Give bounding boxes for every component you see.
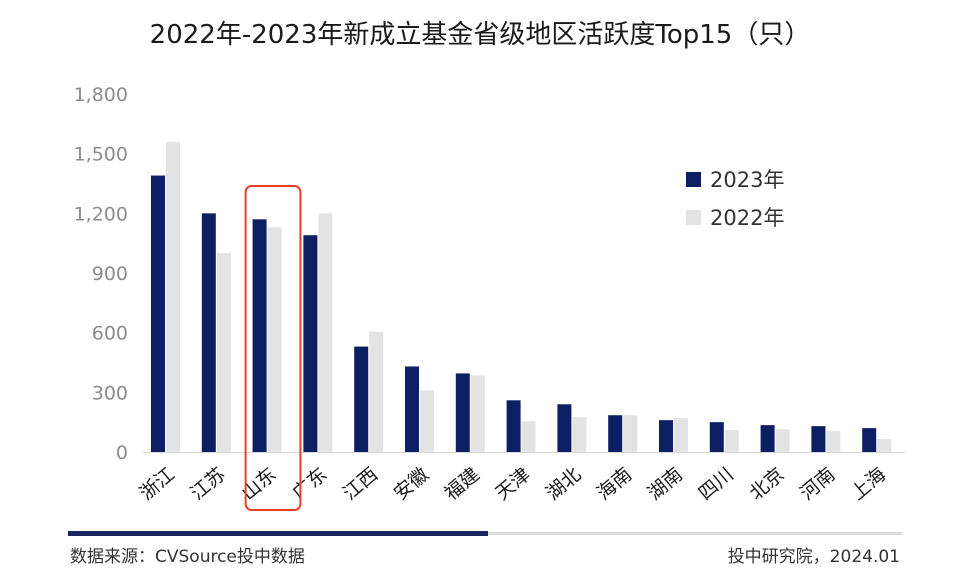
bar-2023 [608, 415, 623, 452]
y-tick-label: 300 [92, 382, 128, 404]
bar-2022 [724, 430, 739, 452]
x-axis: 浙江 江苏 山东 广东 江西 安徽 福建 天津 湖北 海南 湖南 四川 北京 河南 上海 [136, 452, 905, 505]
bar-2023 [557, 404, 572, 452]
bar-2023 [659, 420, 673, 452]
x-category-label: 天津 [491, 463, 534, 504]
x-category-label: 上海 [847, 463, 890, 504]
y-tick-label: 1,500 [74, 144, 128, 166]
highlight-rect [244, 185, 302, 511]
y-tick-label: 1,200 [74, 203, 128, 225]
x-category-label: 海南 [593, 463, 636, 504]
y-axis: 0 300 600 900 1,200 1,500 1,800 [74, 84, 128, 464]
legend-label: 2022年 [710, 206, 784, 230]
bar-2022 [369, 331, 384, 452]
x-category-label: 河南 [796, 463, 839, 504]
x-category-label: 广东 [288, 463, 331, 504]
bar-2023 [201, 213, 216, 452]
x-category-label: 江西 [339, 463, 382, 504]
x-category-label: 江苏 [186, 463, 229, 504]
bar-2022 [775, 429, 790, 452]
x-category-label: 湖北 [542, 463, 585, 504]
bar-2023 [862, 428, 877, 452]
bar-2022 [877, 439, 892, 452]
bar-2022 [572, 417, 587, 452]
bar-2023 [405, 366, 419, 452]
bar-2023 [811, 426, 826, 452]
bar-2023 [760, 425, 775, 452]
y-tick-label: 900 [92, 263, 128, 285]
bar-2022 [470, 375, 485, 452]
bar-2022 [420, 390, 434, 452]
bar-2023 [506, 400, 521, 452]
x-category-label: 安徽 [390, 463, 433, 504]
bar-2022 [826, 431, 841, 452]
x-category-label: 浙江 [136, 463, 179, 504]
footer-rule-dark [68, 531, 488, 536]
credit-note: 投中研究院，2024.01 [727, 547, 900, 567]
legend-label: 2023年 [710, 168, 784, 192]
bar-2023 [709, 422, 724, 452]
x-category-label: 湖南 [644, 463, 687, 504]
bar-chart: 0 300 600 900 1,200 1,500 1,800 浙江 江苏 山东 广东 江西 安徽 福建… [74, 84, 905, 511]
x-category-label: 福建 [440, 463, 483, 504]
bar-2022 [267, 227, 282, 452]
y-tick-label: 0 [116, 442, 128, 464]
bars [151, 141, 892, 453]
x-category-label: 北京 [745, 463, 788, 504]
source-note: 数据来源：CVSource投中数据 [70, 547, 305, 567]
bar-2022 [216, 253, 231, 452]
bar-2022 [674, 418, 688, 452]
bar-2023 [303, 235, 318, 452]
bar-2022 [318, 213, 333, 452]
y-tick-label: 600 [92, 323, 128, 345]
legend: 2023年 2022年 [686, 168, 784, 230]
bar-2023 [354, 346, 369, 452]
legend-swatch [686, 172, 701, 187]
x-category-label: 四川 [694, 463, 737, 504]
bar-2022 [166, 141, 180, 452]
chart-title: 2022年-2023年新成立基金省级地区活跃度Top15（只） [149, 20, 811, 50]
x-category-label: 山东 [237, 463, 280, 504]
bar-2023 [151, 175, 165, 453]
highlight-box [244, 185, 302, 511]
bar-2023 [252, 219, 267, 452]
legend-swatch [686, 210, 701, 225]
footer-rule-light [488, 532, 902, 535]
bar-2022 [623, 415, 638, 452]
bar-2022 [521, 421, 536, 452]
y-tick-label: 1,800 [74, 84, 128, 106]
bar-2023 [455, 373, 470, 452]
